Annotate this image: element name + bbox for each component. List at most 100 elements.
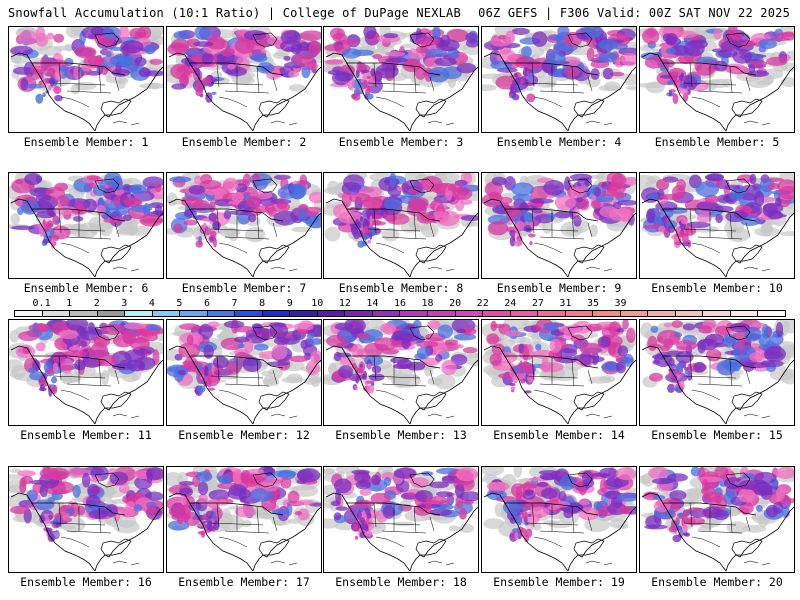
ensemble-map-panel (639, 319, 795, 426)
legend-swatch (345, 311, 373, 316)
ensemble-map-panel (166, 172, 322, 279)
legend-swatch (180, 311, 208, 316)
legend-swatch (427, 311, 456, 316)
member-caption: Ensemble Member: 13 (335, 428, 467, 442)
legend-swatch (758, 311, 785, 316)
member-caption: Ensemble Member: 19 (493, 575, 625, 589)
ensemble-map-panel (639, 172, 795, 279)
legend-swatch (510, 311, 539, 316)
member-caption: Ensemble Member: 3 (338, 135, 464, 149)
legend-label: 8 (259, 298, 266, 309)
legend-swatch (317, 311, 346, 316)
snowfall-map (640, 320, 794, 425)
ensemble-map-panel (481, 26, 637, 133)
member-caption: Ensemble Member: 16 (20, 575, 152, 589)
ensemble-map-panel (8, 466, 164, 573)
legend-label: 31 (559, 298, 572, 309)
ensemble-map-panel (639, 466, 795, 573)
snowfall-map (9, 467, 163, 572)
legend-swatch (262, 311, 291, 316)
chart-title: Snowfall Accumulation (10:1 Ratio) | Col… (8, 6, 461, 20)
legend-swatch (703, 311, 731, 316)
ensemble-map-panel (166, 466, 322, 573)
ensemble-map-panel (481, 319, 637, 426)
legend-swatch (15, 311, 43, 316)
legend-swatch (483, 311, 511, 316)
snowfall-map (167, 173, 321, 278)
member-caption: Ensemble Member: 1 (23, 135, 149, 149)
legend-label: 35 (586, 298, 600, 309)
member-caption: Ensemble Member: 9 (496, 281, 622, 295)
ensemble-map-panel (481, 466, 637, 573)
member-caption: Ensemble Member: 5 (654, 135, 780, 149)
snowfall-map (9, 27, 163, 132)
legend-swatch (675, 311, 704, 316)
ensemble-map-panel (323, 466, 479, 573)
member-caption: Ensemble Member: 11 (20, 428, 152, 442)
legend-swatch (648, 311, 676, 316)
ensemble-map-panel (166, 26, 322, 133)
snowfall-map (482, 27, 636, 132)
ensemble-map-panel (166, 319, 322, 426)
legend-label: 9 (286, 298, 293, 309)
snowfall-map (324, 27, 478, 132)
legend-label: 27 (531, 298, 544, 309)
legend-label: 4 (148, 298, 155, 309)
member-caption: Ensemble Member: 14 (493, 428, 625, 442)
snowfall-map (9, 320, 163, 425)
member-caption: Ensemble Member: 12 (178, 428, 310, 442)
snowfall-map (167, 27, 321, 132)
legend-label: 7 (231, 298, 238, 309)
snowfall-map (324, 467, 478, 572)
snowfall-map (324, 173, 478, 278)
legend-label: 0.1 (32, 298, 51, 309)
legend-swatch (152, 311, 181, 316)
ensemble-map-panel (323, 26, 479, 133)
legend-label: 6 (203, 298, 211, 309)
legend-label: 39 (614, 298, 627, 309)
snowfall-map (640, 27, 794, 132)
legend-swatch (97, 311, 126, 316)
legend-swatch (620, 311, 649, 316)
legend-swatch (400, 311, 428, 316)
ensemble-map-panel (8, 319, 164, 426)
ensemble-map-panel (639, 26, 795, 133)
member-caption: Ensemble Member: 18 (335, 575, 467, 589)
member-caption: Ensemble Member: 17 (178, 575, 310, 589)
legend-swatch (538, 311, 566, 316)
member-caption: Ensemble Member: 15 (651, 428, 783, 442)
ensemble-map-panel (8, 26, 164, 133)
legend-swatch (565, 311, 594, 316)
legend-label: 5 (176, 298, 183, 309)
legend-label: 16 (393, 298, 407, 309)
snowfall-legend: 0.1 1 2 3 4 5 6 7 8 9 10 12 14 16 18 20 22 24 27 31 35 39 (14, 298, 786, 320)
legend-labels: 0.1 1 2 3 4 5 6 7 8 9 10 12 14 16 18 20 22 24 27 31 35 39 (14, 298, 786, 309)
legend-swatch (70, 311, 98, 316)
legend-label: 12 (338, 298, 351, 309)
legend-swatch (290, 311, 318, 316)
snowfall-map (482, 320, 636, 425)
run-info: 06Z GEFS | F306 Valid: 00Z SAT NOV 22 20… (478, 6, 790, 20)
member-caption: Ensemble Member: 8 (338, 281, 464, 295)
legend-label: 2 (93, 298, 100, 309)
snowfall-map (640, 467, 794, 572)
legend-swatch (125, 311, 153, 316)
ensemble-map-panel (323, 319, 479, 426)
legend-label: 20 (449, 298, 462, 309)
member-caption: Ensemble Member: 4 (496, 135, 622, 149)
member-caption: Ensemble Member: 2 (181, 135, 307, 149)
member-caption: Ensemble Member: 7 (181, 281, 307, 295)
snowfall-map (167, 320, 321, 425)
legend-label: 22 (476, 298, 489, 309)
member-caption: Ensemble Member: 20 (651, 575, 783, 589)
legend-swatch (730, 311, 759, 316)
ensemble-map-panel (481, 172, 637, 279)
legend-label: 18 (421, 298, 434, 309)
member-caption: Ensemble Member: 6 (23, 281, 149, 295)
legend-swatch (593, 311, 621, 316)
legend-swatch (455, 311, 484, 316)
legend-label: 3 (121, 298, 128, 309)
ensemble-map-panel (323, 172, 479, 279)
snowfall-map (167, 467, 321, 572)
legend-swatch (207, 311, 236, 316)
